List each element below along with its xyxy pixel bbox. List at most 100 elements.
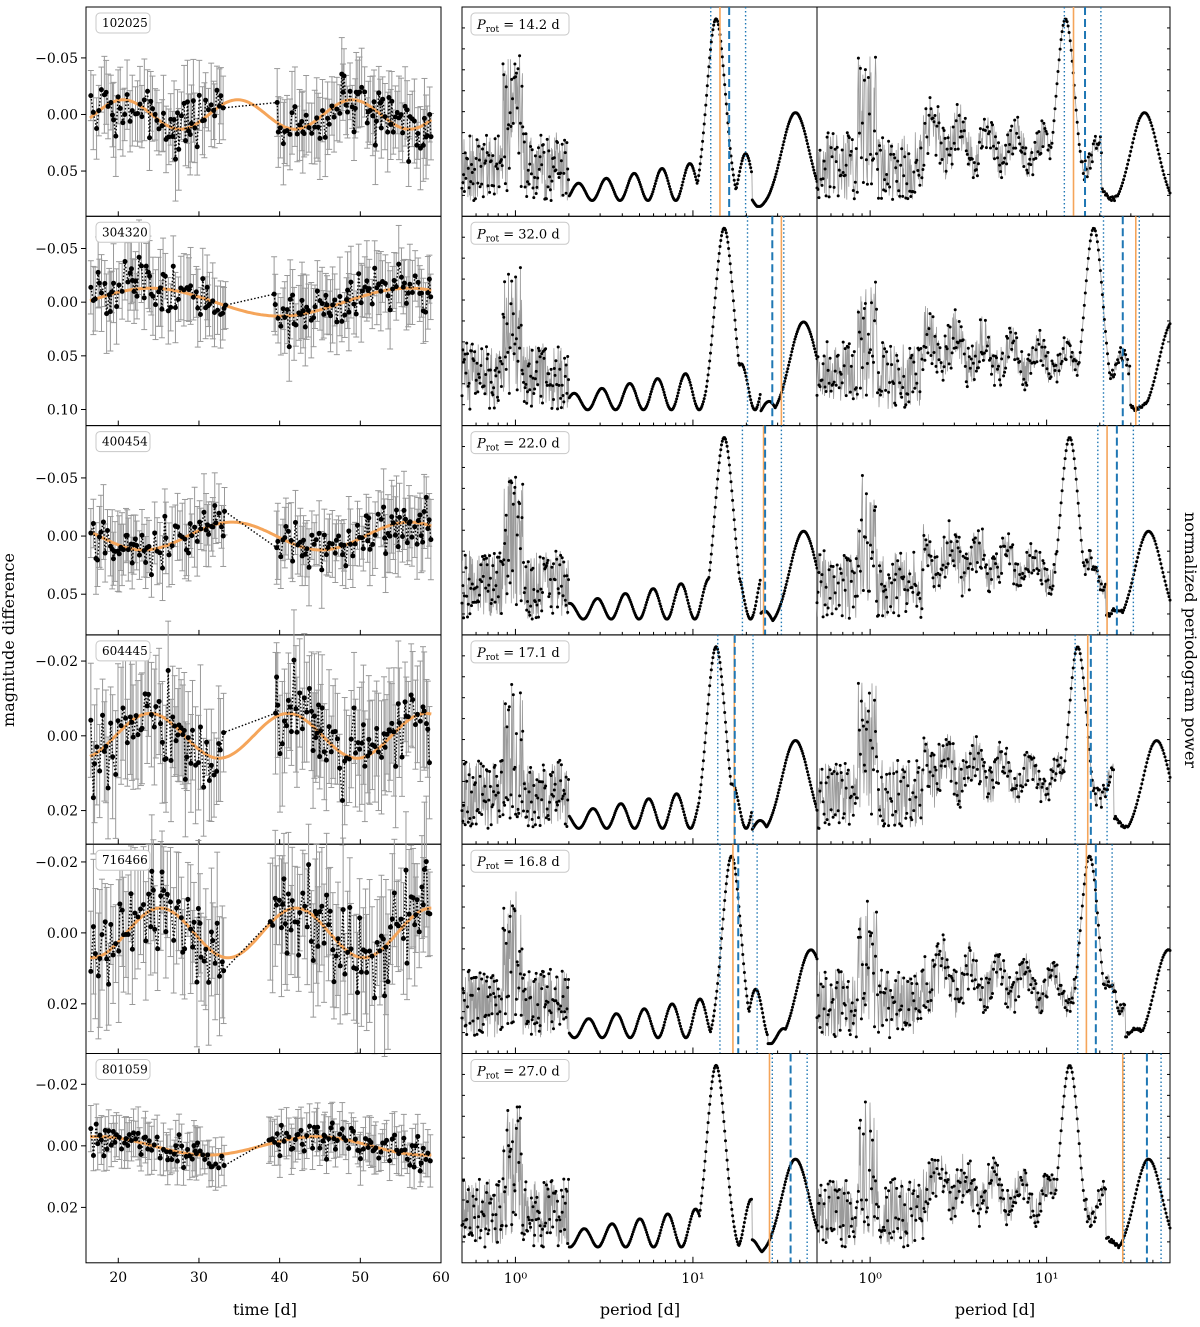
periodogram-point — [690, 386, 694, 390]
periodogram-point — [832, 185, 836, 189]
lightcurve-point — [111, 280, 117, 286]
periodogram-point — [531, 186, 535, 190]
periodogram-point — [1015, 336, 1019, 340]
periodogram-point — [885, 173, 889, 176]
lightcurve-point — [187, 132, 193, 138]
lightcurve-point — [125, 279, 131, 285]
periodogram-point — [734, 537, 738, 541]
lightcurve-point — [385, 129, 391, 135]
periodogram-point — [874, 55, 877, 59]
periodogram-point — [709, 552, 713, 556]
periodogram-point — [1105, 341, 1108, 345]
periodogram-point — [518, 121, 522, 125]
periodogram-point — [817, 571, 821, 574]
periodogram-point — [492, 552, 496, 555]
lightcurve-point — [101, 748, 107, 754]
periodogram-point — [981, 358, 985, 362]
periodogram-point — [826, 606, 830, 610]
periodogram-point — [560, 142, 564, 146]
lightcurve-point — [370, 541, 376, 547]
periodogram-point — [1097, 575, 1101, 579]
periodogram-point — [818, 148, 822, 152]
periodogram-point — [932, 351, 936, 354]
periodogram-point — [1156, 549, 1160, 553]
periodogram-point — [490, 598, 494, 602]
periodogram-point — [1011, 152, 1015, 156]
periodogram-point — [1113, 199, 1116, 203]
periodogram-point — [1167, 189, 1171, 192]
periodogram-point — [808, 152, 812, 156]
lightcurve-point — [145, 691, 151, 697]
periodogram-point — [993, 557, 996, 561]
lightcurve-point — [395, 544, 401, 550]
periodogram-point — [1070, 442, 1074, 446]
periodogram-point — [781, 385, 785, 389]
periodogram-point — [905, 182, 909, 186]
lightcurve-point — [278, 554, 284, 560]
periodogram-point — [1164, 180, 1168, 184]
periodogram-point — [485, 563, 489, 567]
periodogram-point — [870, 557, 873, 560]
lightcurve-point — [162, 513, 168, 519]
lightcurve-point — [147, 273, 153, 279]
periodogram-point — [885, 595, 889, 599]
periodogram-point — [523, 386, 527, 390]
periodogram-point — [925, 333, 929, 336]
periodogram-point — [934, 364, 938, 368]
periodogram-point — [870, 301, 873, 305]
periodogram-point — [1118, 350, 1122, 354]
periodogram-point — [889, 605, 893, 609]
periodogram-point — [850, 354, 854, 357]
periodogram-point — [791, 553, 795, 557]
periodogram-point — [489, 602, 493, 605]
periodogram-point — [946, 136, 950, 140]
periodogram-point — [985, 572, 989, 576]
periodogram-point — [735, 546, 738, 550]
periodogram-point — [725, 235, 729, 239]
periodogram-point — [701, 139, 705, 143]
periodogram-point — [899, 163, 903, 167]
lightcurve-point — [154, 118, 160, 124]
periodogram-point — [638, 183, 642, 186]
periodogram-point — [895, 353, 899, 357]
periodogram-point — [1094, 146, 1098, 150]
periodogram-point — [807, 149, 811, 152]
lightcurve-point — [428, 294, 434, 300]
lightcurve-point — [113, 133, 119, 139]
periodogram-point — [1053, 107, 1057, 111]
periodogram-point — [947, 519, 951, 523]
periodogram-point — [1012, 582, 1016, 586]
periodogram-point — [1083, 291, 1087, 295]
periodogram-point — [782, 140, 786, 144]
periodogram-point — [494, 374, 498, 378]
periodogram-point — [974, 168, 978, 172]
periodogram-point — [528, 388, 532, 392]
periodogram-point — [504, 367, 508, 371]
periodogram-point — [816, 355, 820, 359]
lightcurve-point — [384, 731, 390, 737]
periodogram-point — [709, 560, 712, 564]
periodogram-point — [1058, 513, 1062, 517]
periodogram-point — [673, 596, 677, 600]
periodogram-point — [750, 401, 753, 405]
periodogram-point — [744, 606, 748, 610]
periodogram-point — [791, 556, 794, 560]
periodogram-point — [995, 552, 998, 556]
periodogram-point — [897, 367, 901, 371]
periodogram-point — [717, 461, 721, 465]
lightcurve-point — [360, 546, 366, 552]
periodogram-point — [787, 363, 791, 367]
periodogram-point — [1150, 387, 1154, 391]
periodogram-point — [673, 402, 677, 406]
periodogram-point — [728, 147, 732, 150]
periodogram-point — [1165, 328, 1169, 332]
periodogram-point — [1028, 554, 1032, 557]
periodogram-point — [802, 129, 806, 133]
periodogram-point — [461, 819, 465, 823]
lightcurve-point — [401, 280, 407, 286]
periodogram-point — [743, 602, 747, 606]
lightcurve-point — [333, 537, 339, 543]
periodogram-point — [786, 125, 790, 128]
periodogram-point — [887, 573, 891, 577]
periodogram-point — [713, 296, 717, 300]
